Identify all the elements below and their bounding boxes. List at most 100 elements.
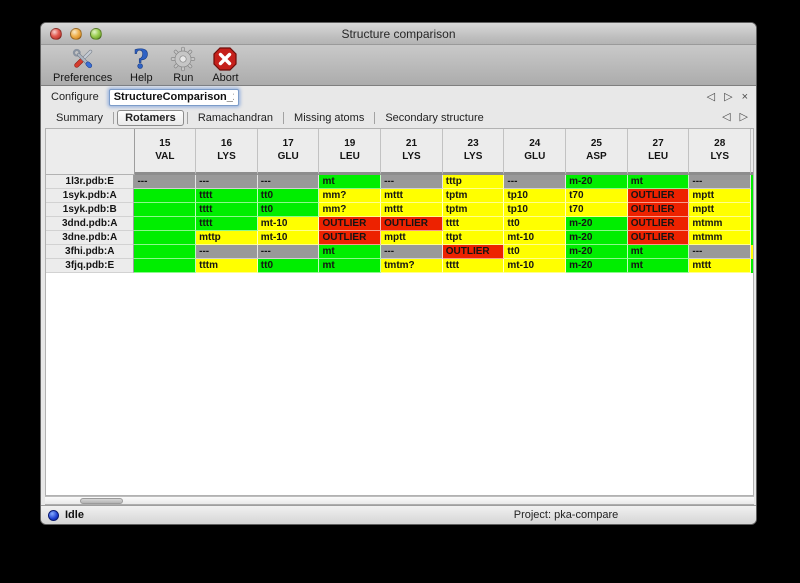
nav-right-icon[interactable]: ▷ bbox=[739, 111, 748, 123]
table-cell[interactable]: tptm bbox=[442, 189, 505, 203]
tab-ramachandran[interactable]: Ramachandran bbox=[197, 111, 274, 124]
table-cell[interactable]: mt bbox=[319, 245, 382, 259]
table-cell[interactable]: --- bbox=[134, 175, 197, 189]
table-cell[interactable]: tp10 bbox=[504, 203, 567, 217]
toolbar-button-run[interactable]: Run bbox=[170, 46, 196, 84]
configure-name-input[interactable] bbox=[108, 88, 239, 106]
traffic-lights bbox=[50, 28, 102, 40]
nav-left-icon[interactable]: ◁ bbox=[706, 90, 716, 103]
table-cell[interactable]: --- bbox=[257, 245, 320, 259]
table-cell[interactable]: mt bbox=[627, 259, 690, 273]
table-cell[interactable]: mt-10 bbox=[257, 217, 320, 231]
close-icon[interactable]: × bbox=[741, 90, 748, 103]
table-cell[interactable]: m-20 bbox=[566, 231, 628, 245]
table-cell[interactable]: tttt bbox=[196, 203, 258, 217]
table-cell-partial[interactable] bbox=[751, 259, 753, 273]
horizontal-scrollbar-thumb[interactable] bbox=[80, 498, 123, 504]
table-cell[interactable]: mt bbox=[319, 175, 382, 189]
table-cell[interactable] bbox=[134, 245, 197, 259]
table-cell[interactable]: tt0 bbox=[504, 245, 567, 259]
table-cell[interactable]: OUTLIER bbox=[627, 203, 690, 217]
table-cell[interactable]: mttt bbox=[689, 259, 752, 273]
table-cell[interactable]: OUTLIER bbox=[319, 217, 382, 231]
table-cell[interactable]: mm? bbox=[319, 189, 382, 203]
table-cell[interactable]: tttt bbox=[442, 259, 505, 273]
zoom-window-button[interactable] bbox=[90, 28, 102, 40]
tab-secondary-structure[interactable]: Secondary structure bbox=[385, 111, 484, 124]
table-cell[interactable]: ttpt bbox=[442, 231, 505, 245]
table-cell[interactable]: t70 bbox=[566, 189, 628, 203]
table-cell[interactable] bbox=[134, 217, 197, 231]
close-window-button[interactable] bbox=[50, 28, 62, 40]
table-cell[interactable]: mt bbox=[627, 245, 690, 259]
table-cell[interactable]: m-20 bbox=[566, 217, 628, 231]
table-cell[interactable]: m-20 bbox=[566, 175, 628, 189]
table-cell[interactable]: tttm bbox=[196, 259, 258, 273]
table-cell[interactable]: mtmm bbox=[689, 217, 752, 231]
table-cell[interactable]: tttt bbox=[196, 217, 258, 231]
table-cell[interactable]: tp10 bbox=[504, 189, 567, 203]
minimize-window-button[interactable] bbox=[70, 28, 82, 40]
table-cell[interactable] bbox=[134, 189, 197, 203]
table-cell[interactable]: tttt bbox=[196, 189, 258, 203]
table-cell[interactable]: OUTLIER bbox=[627, 217, 690, 231]
table-cell[interactable]: --- bbox=[257, 175, 320, 189]
toolbar-button-help[interactable]: ? Help bbox=[128, 46, 154, 84]
table-cell[interactable]: OUTLIER bbox=[381, 217, 443, 231]
table-cell-partial[interactable] bbox=[751, 217, 753, 231]
table-cell-partial[interactable] bbox=[751, 175, 753, 189]
table-cell[interactable]: mm? bbox=[319, 203, 382, 217]
table-cell[interactable]: tttp bbox=[442, 175, 505, 189]
table-cell[interactable]: tptm bbox=[442, 203, 505, 217]
tab-missing-atoms[interactable]: Missing atoms bbox=[294, 111, 365, 124]
table-cell[interactable]: tt0 bbox=[257, 189, 320, 203]
table-cell[interactable]: m-20 bbox=[566, 245, 628, 259]
table-cell[interactable]: mtmm bbox=[689, 231, 752, 245]
table-cell[interactable]: mt bbox=[319, 259, 382, 273]
table-cell[interactable] bbox=[134, 259, 197, 273]
table-cell[interactable] bbox=[134, 231, 197, 245]
table-cell[interactable]: mt bbox=[627, 175, 690, 189]
table-cell[interactable]: mttt bbox=[381, 189, 443, 203]
toolbar-button-abort[interactable]: Abort bbox=[212, 46, 239, 84]
table-cell[interactable]: mttt bbox=[381, 203, 443, 217]
nav-left-icon[interactable]: ◁ bbox=[722, 111, 731, 123]
toolbar-button-preferences[interactable]: Preferences bbox=[53, 46, 112, 84]
table-cell[interactable]: mttp bbox=[196, 231, 258, 245]
table-row: 3fhi.pdb:A --- --- mt --- OUTLIER tt0 m-20 mt --- bbox=[46, 245, 753, 259]
table-cell[interactable]: --- bbox=[196, 245, 258, 259]
table-cell[interactable]: m-20 bbox=[566, 259, 628, 273]
table-cell[interactable]: mptt bbox=[689, 203, 752, 217]
table-cell[interactable]: OUTLIER bbox=[442, 245, 505, 259]
table-cell-partial[interactable] bbox=[751, 203, 753, 217]
table-cell[interactable]: OUTLIER bbox=[627, 231, 690, 245]
table-cell[interactable]: --- bbox=[689, 245, 752, 259]
table-cell[interactable]: tttt bbox=[442, 217, 505, 231]
table-cell[interactable]: tt0 bbox=[257, 203, 320, 217]
table-cell[interactable]: mptt bbox=[381, 231, 443, 245]
table-row: 1syk.pdb:B tttt tt0 mm? mttt tptm tp10 t70 OUTLI… bbox=[46, 203, 753, 217]
table-cell[interactable]: mt-10 bbox=[504, 259, 567, 273]
table-cell[interactable]: tmtm? bbox=[381, 259, 443, 273]
table-cell-partial[interactable] bbox=[751, 231, 753, 245]
tab-rotamers[interactable]: Rotamers bbox=[117, 109, 184, 126]
table-cell[interactable]: mptt bbox=[689, 189, 752, 203]
table-cell[interactable]: --- bbox=[504, 175, 567, 189]
table-cell[interactable]: OUTLIER bbox=[627, 189, 690, 203]
table-cell-partial[interactable] bbox=[751, 189, 753, 203]
table-cell[interactable]: mt-10 bbox=[504, 231, 567, 245]
table-cell[interactable]: --- bbox=[381, 175, 443, 189]
table-cell[interactable]: tt0 bbox=[257, 259, 320, 273]
table-cell[interactable]: mt-10 bbox=[257, 231, 320, 245]
tab-summary[interactable]: Summary bbox=[56, 111, 104, 124]
table-cell[interactable]: OUTLIER bbox=[319, 231, 382, 245]
horizontal-scrollbar[interactable] bbox=[45, 496, 754, 505]
table-cell[interactable]: t70 bbox=[566, 203, 628, 217]
table-cell-partial[interactable] bbox=[751, 245, 753, 259]
nav-right-icon[interactable]: ▷ bbox=[724, 90, 733, 103]
table-cell[interactable]: --- bbox=[689, 175, 752, 189]
table-cell[interactable]: --- bbox=[196, 175, 258, 189]
table-cell[interactable] bbox=[134, 203, 197, 217]
table-cell[interactable]: tt0 bbox=[504, 217, 567, 231]
table-cell[interactable]: --- bbox=[381, 245, 443, 259]
